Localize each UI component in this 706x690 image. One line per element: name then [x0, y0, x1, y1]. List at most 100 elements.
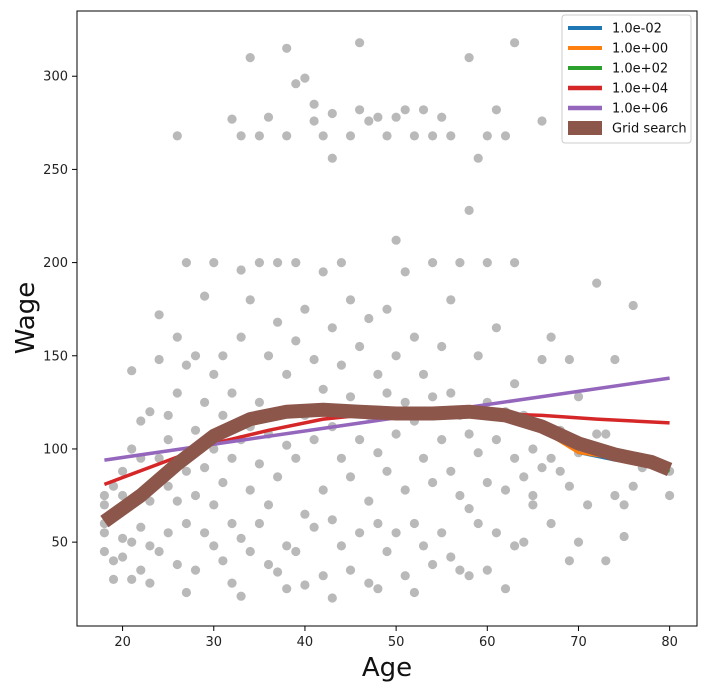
scatter-point [218, 477, 228, 488]
scatter-point [373, 518, 383, 529]
scatter-point [519, 537, 529, 547]
scatter-point [327, 515, 337, 525]
scatter-point [382, 131, 392, 141]
scatter-point [400, 571, 410, 581]
scatter-point [145, 541, 155, 551]
scatter-point [355, 105, 365, 115]
scatter-point [336, 360, 346, 370]
scatter-point [336, 453, 346, 463]
scatter-point [145, 407, 155, 417]
scatter-point [573, 537, 584, 547]
scatter-point [236, 591, 246, 601]
scatter-point [528, 444, 538, 454]
scatter-point [509, 541, 520, 551]
x-axis-label: Age [362, 653, 412, 683]
scatter-point [318, 571, 328, 581]
scatter-point [99, 500, 109, 510]
x-tick-label: 40 [297, 635, 314, 650]
scatter-point [136, 522, 146, 532]
scatter-point [373, 369, 383, 379]
scatter-point [546, 332, 556, 342]
scatter-point [300, 509, 310, 519]
scatter-point [428, 258, 438, 268]
scatter-point [391, 429, 401, 439]
scatter-point [409, 332, 419, 342]
scatter-point [282, 43, 292, 53]
scatter-point [209, 500, 219, 510]
scatter-point [428, 392, 438, 402]
scatter-point [218, 556, 228, 566]
scatter-point [528, 500, 538, 510]
scatter-point [263, 500, 274, 510]
y-axis: 50 100 150 200 250 300 [43, 70, 77, 551]
scatter-point [355, 528, 365, 538]
scatter-point [309, 99, 319, 109]
scatter-point [336, 258, 346, 268]
x-tick-label: 80 [661, 635, 678, 650]
scatter-point [519, 472, 529, 482]
scatter-layer [99, 38, 675, 603]
scatter-point [327, 108, 337, 119]
scatter-point [200, 397, 210, 407]
x-tick-label: 50 [388, 635, 405, 650]
scatter-point [282, 369, 292, 379]
scatter-point [245, 485, 255, 495]
scatter-point [273, 258, 283, 268]
scatter-point [355, 435, 365, 445]
scatter-point [254, 459, 264, 469]
scatter-point [136, 565, 146, 575]
scatter-point [300, 580, 310, 590]
scatter-point [564, 556, 575, 566]
scatter-point [263, 351, 274, 361]
scatter-point [227, 578, 237, 588]
scatter-point [537, 354, 547, 365]
scatter-point [464, 53, 474, 63]
y-tick-label: 250 [43, 163, 68, 178]
scatter-point [218, 410, 228, 420]
scatter-point [309, 435, 319, 445]
scatter-point [418, 453, 429, 463]
scatter-point [327, 593, 337, 603]
scatter-point [254, 397, 264, 407]
scatter-point [291, 258, 301, 268]
scatter-point [118, 490, 128, 501]
scatter-point [209, 541, 219, 551]
scatter-point [400, 485, 410, 495]
scatter-point [364, 313, 374, 324]
scatter-point [172, 131, 182, 141]
scatter-point [418, 369, 429, 379]
scatter-point [382, 304, 392, 314]
x-tick-label: 20 [114, 635, 131, 650]
scatter-point [318, 384, 328, 394]
scatter-point [373, 448, 383, 458]
scatter-point [437, 112, 447, 122]
scatter-point [509, 38, 520, 48]
scatter-point [227, 518, 237, 529]
scatter-point [546, 453, 556, 463]
scatter-point [190, 490, 201, 501]
scatter-point [154, 354, 164, 365]
scatter-point [428, 559, 438, 570]
scatter-point [282, 541, 292, 551]
scatter-point [291, 453, 301, 463]
scatter-point [336, 541, 346, 551]
scatter-point [583, 500, 593, 510]
scatter-point [200, 291, 210, 301]
scatter-point [282, 131, 292, 141]
scatter-point [364, 578, 374, 588]
scatter-point [382, 546, 392, 557]
scatter-point [592, 278, 602, 288]
y-tick-label: 50 [51, 536, 68, 551]
scatter-point [345, 392, 356, 402]
scatter-point [273, 472, 283, 482]
scatter-point [345, 295, 356, 305]
scatter-point [254, 258, 264, 268]
scatter-point [190, 351, 201, 361]
scatter-point [364, 116, 374, 126]
scatter-point [491, 435, 501, 445]
scatter-point [409, 518, 419, 529]
scatter-point [127, 444, 137, 454]
scatter-point [464, 429, 474, 439]
scatter-point [528, 490, 538, 501]
x-tick-label: 60 [479, 635, 496, 650]
